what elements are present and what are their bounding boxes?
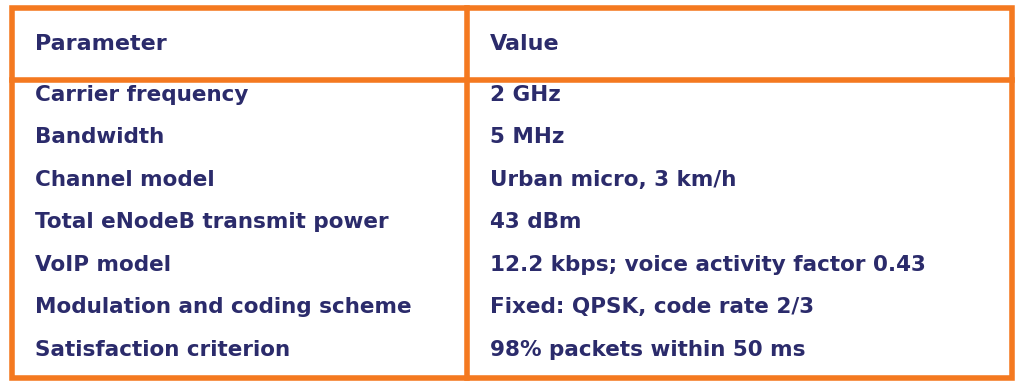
Text: Parameter: Parameter: [35, 34, 167, 54]
Text: VoIP model: VoIP model: [35, 255, 171, 274]
Text: 98% packets within 50 ms: 98% packets within 50 ms: [489, 340, 805, 360]
Text: Carrier frequency: Carrier frequency: [35, 85, 248, 105]
Text: 12.2 kbps; voice activity factor 0.43: 12.2 kbps; voice activity factor 0.43: [489, 255, 926, 274]
Text: Bandwidth: Bandwidth: [35, 127, 164, 147]
Text: Fixed: QPSK, code rate 2/3: Fixed: QPSK, code rate 2/3: [489, 297, 814, 317]
Text: Total eNodeB transmit power: Total eNodeB transmit power: [35, 212, 388, 232]
Text: 5 MHz: 5 MHz: [489, 127, 564, 147]
Text: Channel model: Channel model: [35, 169, 214, 190]
Text: 2 GHz: 2 GHz: [489, 85, 560, 105]
Text: Value: Value: [489, 34, 559, 54]
Text: Modulation and coding scheme: Modulation and coding scheme: [35, 297, 412, 317]
Text: 43 dBm: 43 dBm: [489, 212, 581, 232]
Text: Satisfaction criterion: Satisfaction criterion: [35, 340, 290, 360]
Text: Urban micro, 3 km/h: Urban micro, 3 km/h: [489, 169, 736, 190]
